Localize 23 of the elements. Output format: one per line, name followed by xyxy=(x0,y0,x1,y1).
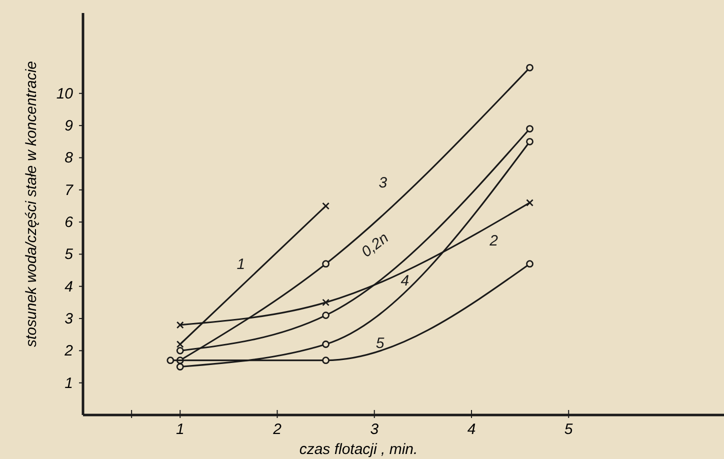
y-tick-label: 8 xyxy=(64,150,74,167)
y-tick-label: 3 xyxy=(64,310,74,328)
y-tick-label: 7 xyxy=(64,182,74,199)
y-axis-title: stosunek woda/części stałe w koncentracie xyxy=(23,61,40,347)
y-tick-label: 6 xyxy=(64,214,74,232)
x-tick-label: 4 xyxy=(467,421,476,438)
series-label: 5 xyxy=(376,334,385,352)
y-tick-label: 10 xyxy=(56,85,74,102)
x-tick-label: 3 xyxy=(370,421,380,438)
y-tick-label: 2 xyxy=(64,342,74,360)
y-tick-label: 5 xyxy=(64,246,74,264)
y-tick-label: 4 xyxy=(64,278,73,296)
x-tick-label: 5 xyxy=(564,421,574,438)
x-tick-label: 2 xyxy=(272,421,282,438)
series-label: 1 xyxy=(236,256,246,274)
x-axis-title: czas flotacji , min. xyxy=(299,441,418,458)
series-label: 4 xyxy=(400,272,410,290)
y-tick-label: 1 xyxy=(64,374,73,392)
series-label: 3 xyxy=(378,174,388,192)
text: 0,2n xyxy=(358,229,392,261)
y-tick-label: 9 xyxy=(64,118,74,135)
series-label: 2 xyxy=(488,232,499,250)
x-tick-label: 1 xyxy=(176,421,184,438)
